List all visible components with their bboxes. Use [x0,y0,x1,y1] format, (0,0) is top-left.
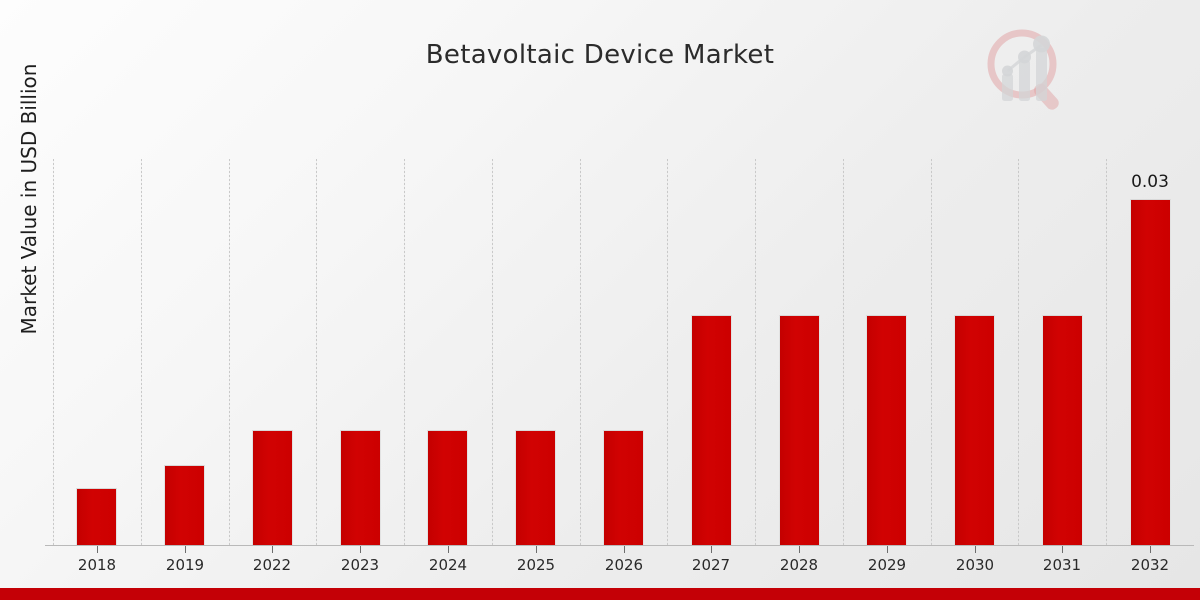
bar-2022[interactable] [252,430,293,546]
x-tick-label-2019: 2019 [165,556,205,574]
plot-area [53,159,1194,546]
bar-2030[interactable] [954,315,995,546]
gridline [141,159,142,546]
x-tick-label-2029: 2029 [867,556,907,574]
x-tick-2027 [711,546,712,553]
gridline [229,159,230,546]
gridline [1106,159,1107,546]
x-tick-2024 [448,546,449,553]
bar-2028[interactable] [779,315,820,546]
x-tick-label-2025: 2025 [516,556,556,574]
x-tick-label-2018: 2018 [77,556,117,574]
x-tick-2028 [799,546,800,553]
x-tick-label-2023: 2023 [340,556,380,574]
gridline [580,159,581,546]
x-tick-label-2022: 2022 [252,556,292,574]
x-tick-2032 [1150,546,1151,553]
bar-2025[interactable] [515,430,556,546]
bar-2031[interactable] [1042,315,1083,546]
x-tick-2029 [887,546,888,553]
x-axis-line [45,545,1194,546]
gridline [316,159,317,546]
footer-accent-strip [0,588,1200,600]
bar-2026[interactable] [603,430,644,546]
gridline [755,159,756,546]
x-tick-label-2028: 2028 [779,556,819,574]
bar-2032[interactable] [1130,199,1171,546]
x-tick-label-2024: 2024 [428,556,468,574]
bar-2027[interactable] [691,315,732,546]
gridline [1018,159,1019,546]
x-tick-2022 [272,546,273,553]
x-tick-2019 [185,546,186,553]
x-tick-2023 [360,546,361,553]
x-tick-label-2030: 2030 [955,556,995,574]
gridline [931,159,932,546]
bar-2023[interactable] [340,430,381,546]
x-tick-label-2026: 2026 [604,556,644,574]
gridline [667,159,668,546]
y-axis-title: Market Value in USD Billion [17,63,41,335]
bar-2018[interactable] [76,488,117,546]
page-title: Betavoltaic Device Market [425,40,775,70]
x-tick-label-2031: 2031 [1042,556,1082,574]
bar-value-label-2032: 0.03 [1131,172,1169,192]
gridline [843,159,844,546]
x-tick-2031 [1062,546,1063,553]
magnifier-bar-chart-logo [978,24,1074,116]
x-tick-2025 [536,546,537,553]
gridline [404,159,405,546]
x-tick-2026 [624,546,625,553]
x-tick-label-2027: 2027 [691,556,731,574]
x-tick-2030 [975,546,976,553]
x-tick-2018 [97,546,98,553]
bar-2019[interactable] [164,465,205,546]
x-tick-label-2032: 2032 [1130,556,1170,574]
bar-2024[interactable] [427,430,468,546]
bar-2029[interactable] [866,315,907,546]
gridline [492,159,493,546]
gridline [53,159,54,546]
